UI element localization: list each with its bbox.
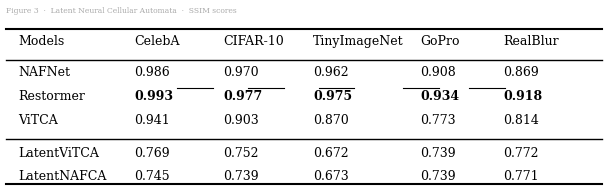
Text: CIFAR-10: CIFAR-10: [224, 35, 285, 48]
Text: 0.752: 0.752: [224, 146, 259, 159]
Text: 0.870: 0.870: [313, 114, 348, 127]
Text: 0.941: 0.941: [134, 114, 170, 127]
Text: 0.993: 0.993: [134, 90, 173, 103]
Text: ViTCA: ViTCA: [18, 114, 58, 127]
Text: 0.739: 0.739: [420, 170, 456, 183]
Text: Restormer: Restormer: [18, 90, 85, 103]
Text: 0.908: 0.908: [420, 66, 456, 79]
Text: CelebA: CelebA: [134, 35, 180, 48]
Text: 0.739: 0.739: [420, 146, 456, 159]
Text: 0.814: 0.814: [503, 114, 539, 127]
Text: LatentViTCA: LatentViTCA: [18, 146, 99, 159]
Text: LatentNAFCA: LatentNAFCA: [18, 170, 106, 183]
Text: RealBlur: RealBlur: [503, 35, 559, 48]
Text: 0.918: 0.918: [503, 90, 543, 103]
Text: 0.970: 0.970: [224, 66, 259, 79]
Text: 0.769: 0.769: [134, 146, 170, 159]
Text: 0.869: 0.869: [503, 66, 539, 79]
Text: 0.771: 0.771: [503, 170, 539, 183]
Text: 0.903: 0.903: [224, 114, 259, 127]
Text: 0.673: 0.673: [313, 170, 348, 183]
Text: 0.745: 0.745: [134, 170, 170, 183]
Text: GoPro: GoPro: [420, 35, 460, 48]
Text: 0.962: 0.962: [313, 66, 348, 79]
Text: 0.975: 0.975: [313, 90, 352, 103]
Text: 0.772: 0.772: [503, 146, 539, 159]
Text: 0.739: 0.739: [224, 170, 259, 183]
Text: 0.977: 0.977: [224, 90, 263, 103]
Text: 0.672: 0.672: [313, 146, 348, 159]
Text: Models: Models: [18, 35, 64, 48]
Text: 0.934: 0.934: [420, 90, 459, 103]
Text: 0.773: 0.773: [420, 114, 456, 127]
Text: NAFNet: NAFNet: [18, 66, 70, 79]
Text: TinyImageNet: TinyImageNet: [313, 35, 404, 48]
Text: Figure 3  ·  Latent Neural Cellular Automata  ·  SSIM scores: Figure 3 · Latent Neural Cellular Automa…: [6, 7, 237, 15]
Text: 0.986: 0.986: [134, 66, 170, 79]
